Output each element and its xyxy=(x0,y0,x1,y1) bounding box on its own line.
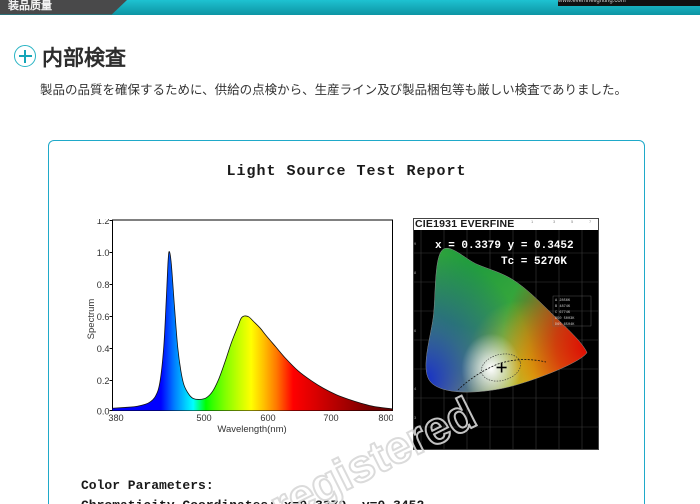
svg-text:x = 0.3379 y = 0.3452: x = 0.3379 y = 0.3452 xyxy=(435,240,574,252)
svg-text:380: 380 xyxy=(108,413,123,423)
svg-text:1.0: 1.0 xyxy=(97,248,110,258)
svg-text:Tc = 5270K: Tc = 5270K xyxy=(501,256,567,268)
svg-text:3: 3 xyxy=(553,219,556,224)
svg-text:0.4: 0.4 xyxy=(97,344,110,354)
svg-text:600: 600 xyxy=(260,413,275,423)
svg-text:3: 3 xyxy=(414,415,417,420)
svg-text:7: 7 xyxy=(589,219,592,224)
svg-text:C 6774K: C 6774K xyxy=(555,311,571,315)
svg-text:4: 4 xyxy=(414,386,417,391)
svg-text:Spectrum: Spectrum xyxy=(86,299,97,340)
svg-text:500: 500 xyxy=(196,413,211,423)
svg-text:B 4874K: B 4874K xyxy=(555,305,571,309)
svg-text:0.2: 0.2 xyxy=(97,376,110,386)
svg-text:1: 1 xyxy=(531,219,534,224)
svg-text:5: 5 xyxy=(571,219,574,224)
svg-text:1.2: 1.2 xyxy=(97,219,110,226)
svg-text:800: 800 xyxy=(378,413,393,423)
svg-text:CIE1931 EVERFINE: CIE1931 EVERFINE xyxy=(415,218,515,230)
svg-text:9: 9 xyxy=(414,241,417,246)
svg-text:0.6: 0.6 xyxy=(97,312,110,322)
svg-text:6: 6 xyxy=(414,328,417,333)
svg-text:700: 700 xyxy=(323,413,338,423)
svg-text:A 2856K: A 2856K xyxy=(555,299,571,303)
svg-text:D50 5003K: D50 5003K xyxy=(555,317,575,321)
svg-text:8: 8 xyxy=(414,270,417,275)
svg-text:0.8: 0.8 xyxy=(97,280,110,290)
svg-text:Wavelength(nm): Wavelength(nm) xyxy=(217,424,286,435)
svg-text:D65 6504K: D65 6504K xyxy=(555,323,575,327)
